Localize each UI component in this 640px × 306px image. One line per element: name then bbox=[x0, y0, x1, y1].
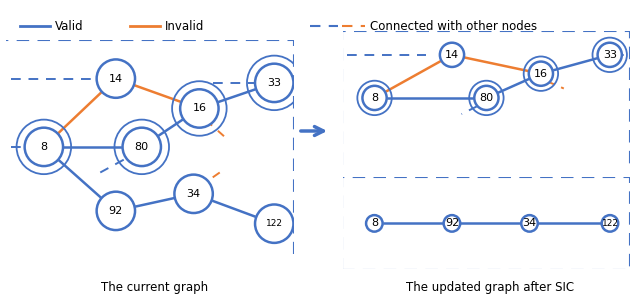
Circle shape bbox=[180, 89, 219, 128]
Text: 92: 92 bbox=[109, 206, 123, 216]
Text: The updated graph after SIC: The updated graph after SIC bbox=[406, 282, 574, 294]
Text: 14: 14 bbox=[109, 74, 123, 84]
Text: 34: 34 bbox=[186, 189, 201, 199]
Text: 16: 16 bbox=[534, 69, 548, 79]
Text: 8: 8 bbox=[371, 93, 378, 103]
Text: 8: 8 bbox=[371, 218, 378, 228]
Circle shape bbox=[97, 59, 135, 98]
Text: 122: 122 bbox=[266, 219, 283, 228]
Circle shape bbox=[362, 86, 387, 110]
Circle shape bbox=[255, 64, 294, 102]
Text: Connected with other nodes: Connected with other nodes bbox=[370, 20, 537, 32]
Circle shape bbox=[444, 215, 460, 232]
Circle shape bbox=[474, 86, 499, 110]
Circle shape bbox=[97, 192, 135, 230]
Circle shape bbox=[123, 128, 161, 166]
Text: 8: 8 bbox=[40, 142, 47, 152]
Text: 80: 80 bbox=[479, 93, 493, 103]
Text: 34: 34 bbox=[522, 218, 536, 228]
Circle shape bbox=[366, 215, 383, 232]
Text: Invalid: Invalid bbox=[165, 20, 204, 32]
Text: 80: 80 bbox=[134, 142, 149, 152]
Circle shape bbox=[25, 128, 63, 166]
Text: 14: 14 bbox=[445, 50, 459, 60]
Circle shape bbox=[440, 43, 464, 67]
Text: 33: 33 bbox=[268, 78, 281, 88]
Circle shape bbox=[602, 215, 618, 232]
Circle shape bbox=[598, 43, 622, 67]
Text: The current graph: The current graph bbox=[101, 282, 209, 294]
Circle shape bbox=[175, 175, 213, 213]
Text: 16: 16 bbox=[193, 103, 206, 114]
Text: 92: 92 bbox=[445, 218, 459, 228]
Text: Valid: Valid bbox=[55, 20, 84, 32]
Text: 33: 33 bbox=[603, 50, 617, 60]
Text: 122: 122 bbox=[602, 219, 618, 228]
Circle shape bbox=[255, 204, 294, 243]
Circle shape bbox=[529, 62, 553, 86]
Circle shape bbox=[521, 215, 538, 232]
